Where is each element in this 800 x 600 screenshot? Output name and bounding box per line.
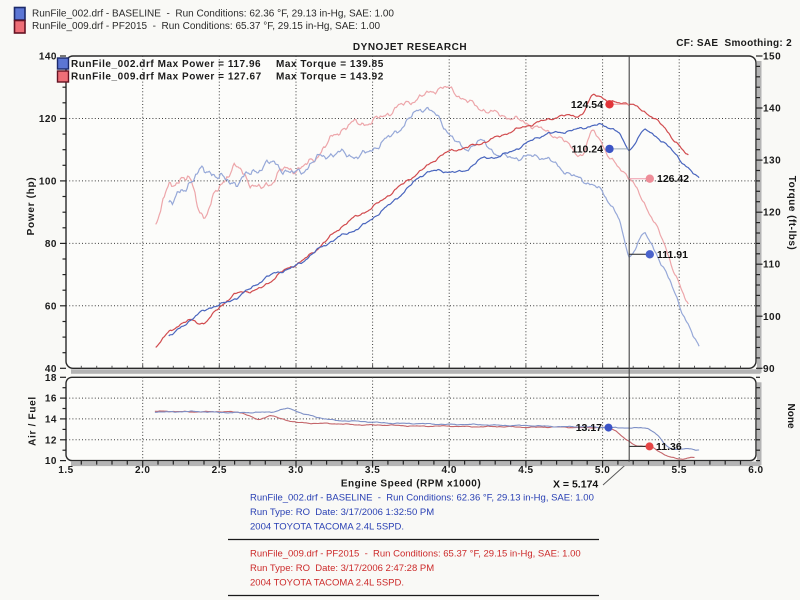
svg-text:140: 140 — [763, 104, 781, 115]
svg-text:5.5: 5.5 — [671, 465, 686, 476]
svg-text:60: 60 — [45, 301, 57, 312]
svg-text:2.0: 2.0 — [135, 465, 150, 476]
svg-text:90: 90 — [763, 364, 775, 375]
svg-text:120: 120 — [39, 114, 57, 125]
svg-text:2.5: 2.5 — [212, 465, 227, 476]
svg-text:11.36: 11.36 — [656, 441, 682, 453]
svg-text:Torque (ft-lbs): Torque (ft-lbs) — [786, 176, 797, 251]
svg-text:13.17: 13.17 — [576, 422, 602, 434]
svg-text:124.54: 124.54 — [571, 99, 603, 111]
svg-text:Engine Speed (RPM x1000): Engine Speed (RPM x1000) — [341, 479, 481, 490]
svg-text:RunFile_002.drf Max Power = 11: RunFile_002.drf Max Power = 117.96 — [71, 59, 261, 70]
svg-text:2004 TOYOTA TACOMA 2.4L 5SPD.: 2004 TOYOTA TACOMA 2.4L 5SPD. — [250, 578, 404, 589]
svg-text:126.42: 126.42 — [657, 173, 689, 185]
svg-text:110.24: 110.24 — [571, 143, 603, 155]
svg-text:150: 150 — [763, 52, 781, 63]
svg-text:6.0: 6.0 — [748, 465, 763, 476]
svg-text:10: 10 — [45, 456, 57, 467]
svg-text:140: 140 — [39, 52, 57, 63]
svg-text:RunFile_002.drf - BASELINE -: RunFile_002.drf - BASELINE - Run Conditi… — [32, 9, 394, 20]
svg-text:CF: SAE Smoothing: 2: CF: SAE Smoothing: 2 — [676, 38, 792, 49]
svg-text:RunFile_009.drf - PF2015 - R: RunFile_009.drf - PF2015 - Run Condition… — [32, 21, 381, 32]
svg-text:RunFile_002.drf - BASELINE -: RunFile_002.drf - BASELINE - Run Conditi… — [250, 493, 594, 504]
svg-text:80: 80 — [45, 239, 57, 250]
svg-text:120: 120 — [763, 208, 781, 219]
svg-text:Power (hp): Power (hp) — [26, 177, 37, 236]
svg-text:14: 14 — [45, 414, 57, 425]
svg-text:4.0: 4.0 — [441, 465, 456, 476]
svg-text:40: 40 — [45, 364, 57, 375]
svg-text:Max Torque = 143.92: Max Torque = 143.92 — [276, 72, 384, 83]
svg-text:None: None — [785, 404, 796, 429]
svg-text:18: 18 — [45, 373, 57, 384]
svg-text:Run Type: RO Date: 3/17/2006: Run Type: RO Date: 3/17/2006 1:32:50 PM — [250, 507, 434, 518]
svg-text:Run Type: RO Date: 3/17/2006: Run Type: RO Date: 3/17/2006 2:47:28 PM — [250, 563, 434, 574]
svg-text:1.5: 1.5 — [58, 465, 73, 476]
svg-text:Air / Fuel: Air / Fuel — [28, 396, 39, 446]
svg-text:12: 12 — [45, 435, 57, 446]
svg-text:DYNOJET RESEARCH: DYNOJET RESEARCH — [353, 42, 467, 53]
svg-text:110: 110 — [763, 260, 781, 271]
svg-text:100: 100 — [763, 312, 781, 323]
svg-text:16: 16 — [45, 394, 57, 405]
svg-text:130: 130 — [763, 156, 781, 167]
svg-text:RunFile_009.drf Max Power = 12: RunFile_009.drf Max Power = 127.67 — [71, 72, 262, 83]
svg-text:111.91: 111.91 — [657, 249, 688, 261]
svg-text:2004 TOYOTA TACOMA 2.4L 5SPD.: 2004 TOYOTA TACOMA 2.4L 5SPD. — [250, 522, 404, 533]
svg-text:X = 5.174: X = 5.174 — [553, 479, 598, 491]
svg-text:3.0: 3.0 — [288, 465, 303, 476]
svg-text:5.0: 5.0 — [595, 465, 610, 476]
svg-text:4.5: 4.5 — [518, 465, 533, 476]
svg-text:RunFile_009.drf - PF2015 - R: RunFile_009.drf - PF2015 - Run Condition… — [250, 549, 581, 560]
svg-text:100: 100 — [39, 176, 57, 187]
svg-text:3.5: 3.5 — [365, 465, 380, 476]
svg-text:Max Torque = 139.85: Max Torque = 139.85 — [276, 59, 384, 70]
